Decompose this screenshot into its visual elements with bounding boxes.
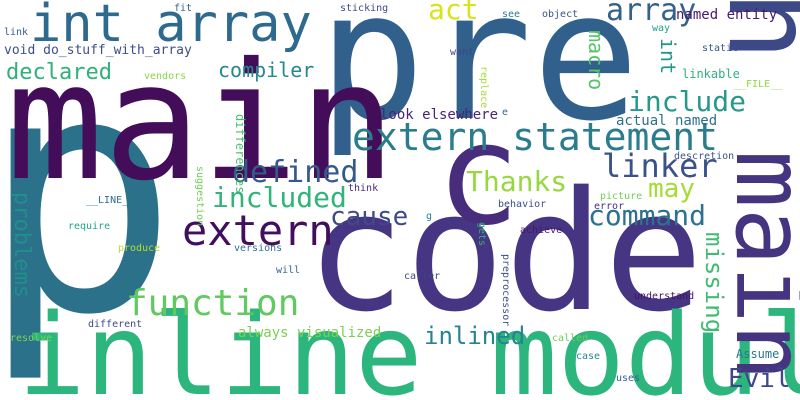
word-function: function bbox=[126, 283, 300, 324]
word-want: want bbox=[450, 47, 475, 58]
word-inline-module: inline module bbox=[18, 291, 800, 400]
word-main-big: main bbox=[6, 29, 397, 217]
word-vendors: vendors bbox=[144, 71, 187, 82]
word-produce: produce bbox=[118, 243, 161, 254]
word-differences: differences bbox=[233, 114, 247, 194]
word-c: c bbox=[436, 94, 521, 257]
word-static: static bbox=[702, 43, 739, 54]
word-declared: declared bbox=[6, 60, 112, 85]
word-line: __LINE__ bbox=[86, 195, 135, 206]
word-linkable: linkable bbox=[682, 67, 740, 81]
word-error: error bbox=[594, 201, 625, 212]
word-preprocessor: preprocessor bbox=[500, 254, 511, 327]
word-see: see bbox=[502, 9, 521, 20]
word-compiler: compiler bbox=[218, 58, 315, 82]
word-file: __FILE__ bbox=[734, 79, 783, 90]
word-missing: missing bbox=[700, 232, 728, 334]
word-included: included bbox=[212, 181, 347, 214]
word-uses: uses bbox=[616, 373, 641, 384]
word-picture: picture bbox=[600, 191, 643, 202]
word-link: link bbox=[4, 27, 29, 38]
word-e: e bbox=[502, 107, 509, 118]
word-int-array: int array bbox=[30, 0, 312, 54]
word-behavior: behavior bbox=[498, 199, 547, 210]
word-fit: fit bbox=[174, 3, 193, 14]
word-inlined: inlined bbox=[424, 322, 526, 350]
word-linker: linker bbox=[602, 147, 718, 185]
word-understand: understand bbox=[634, 291, 695, 302]
word-array: array bbox=[606, 0, 697, 28]
word-descretion: descretion bbox=[674, 151, 735, 162]
word-thanks: Thanks bbox=[466, 165, 568, 198]
word-int-vert: int bbox=[656, 38, 680, 75]
word-extern: extern bbox=[182, 206, 334, 255]
word-actual-named: actual named bbox=[616, 113, 718, 129]
word-p: p bbox=[0, 3, 179, 387]
word-way: way bbox=[652, 23, 671, 34]
word-h: h bbox=[702, 0, 800, 62]
word-object: object bbox=[542, 9, 579, 20]
word-always-visualized: always visualized bbox=[238, 325, 382, 341]
word-may: may bbox=[648, 174, 695, 204]
word-include: include bbox=[628, 85, 747, 118]
word-achieve: achieve bbox=[520, 225, 563, 236]
word-code-big: code bbox=[306, 156, 704, 348]
word-require: require bbox=[68, 221, 111, 232]
word-think: think bbox=[348, 183, 379, 194]
word-sticking: sticking bbox=[340, 3, 389, 14]
word-assume: Assume bbox=[736, 347, 780, 361]
word-resolve: resolve bbox=[10, 333, 53, 344]
word-case: case bbox=[576, 351, 601, 362]
word-problems: problems bbox=[9, 192, 34, 298]
word-called: called bbox=[552, 333, 589, 344]
word-pre: pre bbox=[318, 0, 640, 160]
word-defined: defined bbox=[232, 155, 359, 190]
word-gets: gets bbox=[476, 222, 487, 247]
word-named-entity: named entity bbox=[676, 7, 778, 23]
word-g: g bbox=[426, 211, 433, 222]
word-will: will bbox=[276, 265, 301, 276]
word-different: different bbox=[88, 319, 143, 330]
word-evil: Evil bbox=[728, 364, 791, 394]
word-void-do-stuff: void do_stuff_with_array bbox=[4, 43, 192, 58]
word-cause: cause bbox=[330, 202, 409, 232]
word-extern-statement: extern statement bbox=[352, 115, 719, 159]
word-act: act bbox=[428, 0, 479, 26]
word-macro: macro bbox=[584, 30, 608, 91]
word-command: command bbox=[588, 199, 707, 232]
word-look-elsewhere: look elsewhere bbox=[380, 107, 499, 123]
word-caller: caller bbox=[404, 271, 441, 282]
word-main-vert: main bbox=[714, 150, 800, 382]
word-versions: versions bbox=[234, 243, 283, 254]
word-replace: replace bbox=[478, 66, 489, 109]
word-suggestion: suggestion bbox=[194, 166, 205, 227]
